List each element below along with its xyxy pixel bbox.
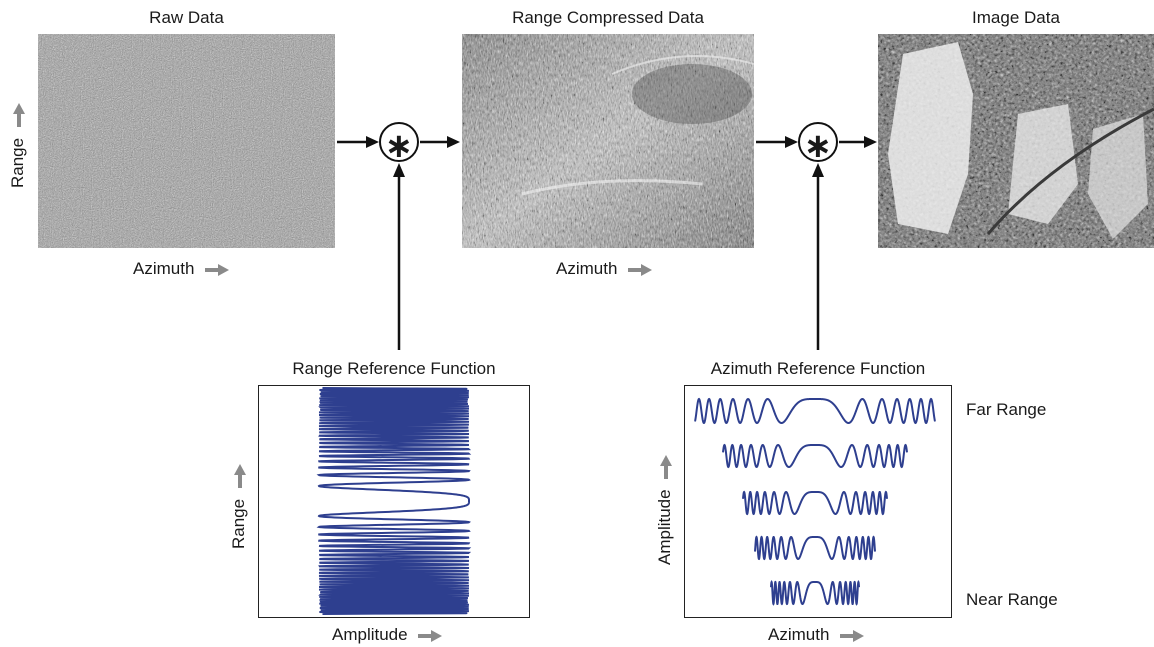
azimuth-convolution-operator: ∗ (798, 122, 838, 166)
right-arrow-icon (840, 629, 865, 642)
right-arrow-icon (418, 629, 443, 642)
azimuth-ref-ylabel-text: Amplitude (655, 489, 674, 565)
range-ref-ylabel: Range (229, 464, 249, 549)
azimuth-chirp-3 (742, 490, 888, 516)
up-arrow-icon (233, 464, 246, 489)
raw-azimuth-label: Azimuth (133, 259, 230, 279)
up-arrow-icon (659, 454, 672, 479)
range-compressed-azimuth-label: Azimuth (556, 259, 653, 279)
far-range-label: Far Range (966, 400, 1047, 419)
range-ref-xlabel: Amplitude (332, 625, 443, 645)
azimuth-ref-xlabel: Azimuth (768, 625, 865, 645)
azimuth-ref-to-conv-arrow (812, 163, 824, 350)
azimuth-reference-title: Azimuth Reference Function (710, 359, 926, 378)
range-ref-ylabel-text: Range (229, 498, 248, 549)
raw-to-conv-arrow (337, 136, 379, 148)
range-compressed-image (462, 34, 754, 248)
range-reference-title: Range Reference Function (292, 359, 496, 378)
range-compressed-azimuth-text: Azimuth (556, 259, 618, 278)
raw-azimuth-text: Azimuth (133, 259, 195, 278)
raw-data-image (38, 34, 335, 248)
near-range-label: Near Range (966, 590, 1058, 609)
raw-range-text: Range (8, 137, 27, 188)
azimuth-chirp-1 (694, 397, 936, 425)
azimuth-reference-plot (684, 385, 952, 618)
azimuth-chirp-4 (754, 535, 876, 561)
right-arrow-icon (205, 263, 230, 276)
conv-to-image-arrow (839, 136, 877, 148)
image-data-image (878, 34, 1154, 248)
image-data-title: Image Data (972, 8, 1060, 27)
azimuth-chirp-curves (694, 397, 936, 606)
range-convolution-operator: ∗ (379, 122, 419, 166)
azimuth-ref-ylabel: Amplitude (655, 454, 675, 565)
compressed-to-conv-arrow (756, 136, 798, 148)
range-compressed-title: Range Compressed Data (512, 8, 704, 27)
raw-range-label: Range (8, 103, 28, 188)
conv-to-compressed-arrow (420, 136, 460, 148)
range-ref-to-conv-arrow (393, 163, 405, 350)
azimuth-chirp-5 (770, 580, 860, 606)
raw-data-title: Raw Data (149, 8, 224, 27)
azimuth-ref-xlabel-text: Azimuth (768, 625, 830, 644)
range-chirp-path (316, 387, 472, 615)
right-arrow-icon (628, 263, 653, 276)
azimuth-chirp-2 (722, 443, 908, 469)
range-ref-xlabel-text: Amplitude (332, 625, 408, 644)
range-chirp-curve (316, 387, 472, 615)
right-arrow-icon (12, 103, 25, 128)
range-reference-plot (258, 385, 530, 618)
